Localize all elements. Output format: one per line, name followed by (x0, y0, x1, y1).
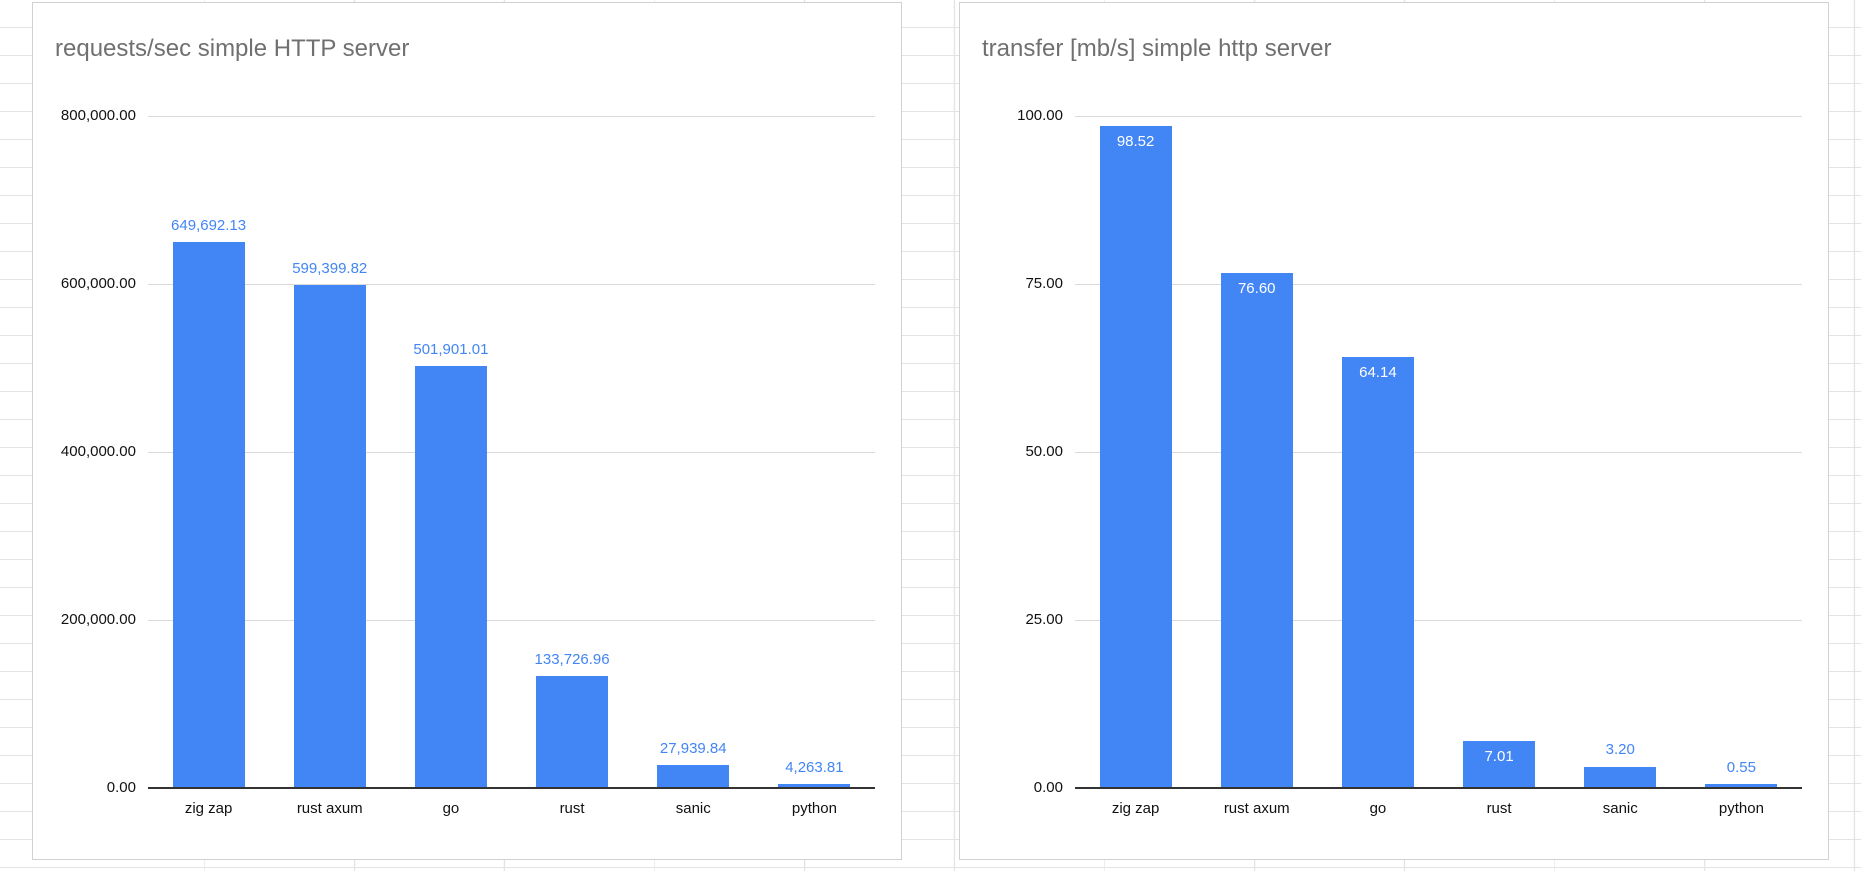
bar-go[interactable] (1341, 356, 1414, 788)
x-axis-line (148, 787, 875, 789)
bar-value-label: 64.14 (1359, 363, 1397, 381)
gridline (148, 452, 875, 453)
chart-card-requests-per-sec[interactable]: requests/sec simple HTTP server 649,692.… (32, 2, 902, 860)
x-axis-category-label: rust (559, 800, 585, 817)
bar-sanic[interactable] (1584, 766, 1657, 788)
bar-go[interactable] (414, 366, 487, 788)
bar-rust[interactable] (1463, 740, 1536, 788)
gridline (148, 620, 875, 621)
bar-rust[interactable] (536, 675, 609, 788)
bar-python[interactable] (1705, 784, 1778, 788)
y-axis-tick-label: 50.00 (1025, 443, 1063, 460)
bar-value-label: 76.60 (1237, 280, 1276, 298)
bar-value-label: 0.55 (1726, 759, 1756, 777)
gridline (1075, 452, 1802, 453)
gridline (148, 116, 875, 117)
x-axis-category-label: go (1369, 800, 1387, 817)
chart-plot-area: 98.52 zig zap 76.60 rust axum 64.14 go 7.01 rus… (1075, 116, 1802, 817)
x-axis-category-label: rust axum (296, 800, 363, 817)
x-axis-category-label: python (791, 800, 837, 817)
gridline (1075, 620, 1802, 621)
y-axis-tick-label: 200,000.00 (60, 611, 136, 628)
x-axis-category-label: go (442, 800, 460, 817)
y-axis-tick-label: 100.00 (1017, 107, 1063, 124)
chart-title: transfer [mb/s] simple http server (982, 35, 1332, 62)
bar-zig-zap[interactable] (1099, 125, 1172, 788)
y-axis-tick-label: 75.00 (1025, 275, 1063, 292)
x-axis-category-label: python (1718, 800, 1764, 817)
y-axis-tick-label: 400,000.00 (60, 443, 136, 460)
y-axis-tick-label: 600,000.00 (60, 275, 136, 292)
y-axis-tick-label: 0.00 (106, 779, 136, 796)
y-axis-tick-label: 25.00 (1025, 611, 1063, 628)
bar-value-label: 649,692.13 (171, 217, 247, 235)
bar-value-label: 599,399.82 (292, 259, 368, 277)
x-axis-category-label: sanic (1602, 800, 1638, 817)
x-axis-category-label: rust (1486, 800, 1512, 817)
y-axis-tick-label: 800,000.00 (60, 107, 136, 124)
gridline (148, 284, 875, 285)
bar-rust-axum[interactable] (293, 284, 366, 788)
x-axis-category-label: zig zap (1111, 800, 1160, 817)
bar-zig-zap[interactable] (172, 242, 245, 788)
bar-value-label: 7.01 (1484, 747, 1514, 765)
chart-plot-area: 649,692.13 zig zap 599,399.82 rust axum 501,… (148, 116, 875, 817)
bar-value-label: 27,939.84 (659, 739, 727, 757)
chart-card-transfer-mbs[interactable]: transfer [mb/s] simple http server 98.52… (959, 2, 1829, 860)
bar-value-label: 3.20 (1605, 741, 1635, 759)
chart-title: requests/sec simple HTTP server (55, 35, 410, 62)
bar-python[interactable] (778, 784, 851, 788)
bar-value-label: 98.52 (1116, 132, 1155, 150)
bar-rust-axum[interactable] (1220, 273, 1293, 788)
gridline (1075, 284, 1802, 285)
bar-sanic[interactable] (657, 764, 730, 788)
y-axis-tick-label: 0.00 (1033, 779, 1063, 796)
x-axis-category-label: rust axum (1223, 800, 1290, 817)
gridline (1075, 116, 1802, 117)
x-axis-line (1075, 787, 1802, 789)
x-axis-category-label: sanic (675, 800, 711, 817)
bar-value-label: 4,263.81 (785, 759, 844, 777)
x-axis-category-label: zig zap (184, 800, 233, 817)
bar-value-label: 501,901.01 (413, 341, 489, 359)
bar-value-label: 133,726.96 (534, 650, 610, 668)
